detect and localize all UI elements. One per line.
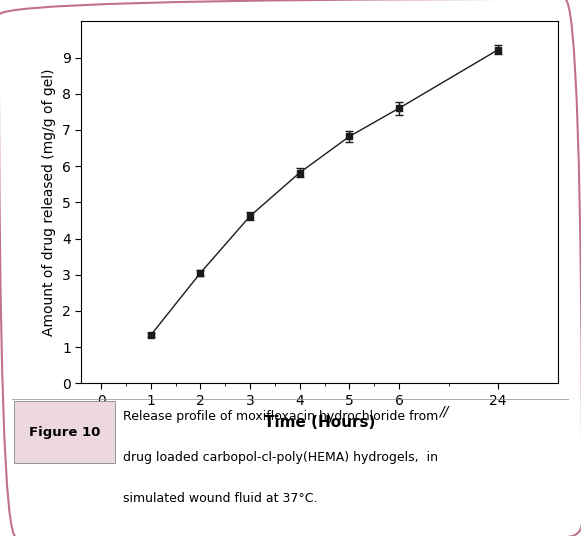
Text: simulated wound fluid at 37°C.: simulated wound fluid at 37°C. xyxy=(123,492,318,505)
FancyBboxPatch shape xyxy=(15,401,115,463)
Text: //: // xyxy=(439,405,449,419)
Y-axis label: Amount of drug released (mg/g of gel): Amount of drug released (mg/g of gel) xyxy=(42,69,56,336)
Text: Figure 10: Figure 10 xyxy=(29,426,101,438)
Text: drug loaded carbopol-cl-poly(HEMA) hydrogels,  in: drug loaded carbopol-cl-poly(HEMA) hydro… xyxy=(123,451,438,464)
Text: Release profile of moxifloxacin hydrochloride from: Release profile of moxifloxacin hydrochl… xyxy=(123,411,439,423)
X-axis label: Time (Hours): Time (Hours) xyxy=(264,415,375,429)
